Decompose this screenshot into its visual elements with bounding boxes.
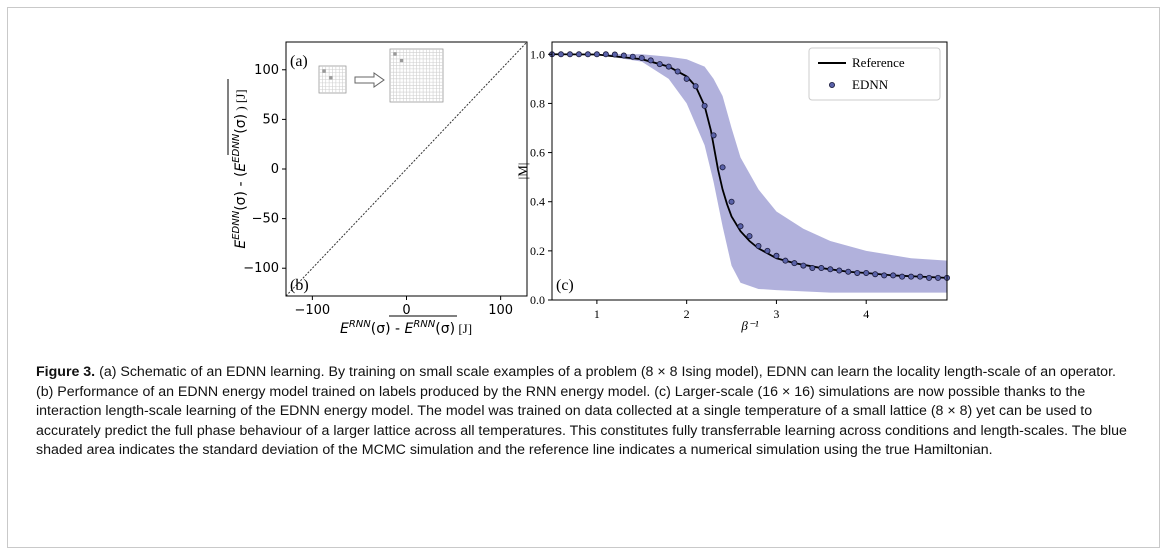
ednn-point (854, 269, 861, 276)
ednn-point (872, 271, 879, 278)
panel-b-ytick-label: −50 (252, 212, 279, 227)
inset-large-lattice (389, 48, 444, 103)
legend-reference-label: Reference (852, 55, 905, 70)
ednn-point (602, 51, 609, 58)
panel-c-xlabel: β⁻¹ (740, 318, 758, 333)
ednn-point (638, 54, 645, 61)
panel-c-plot (549, 51, 951, 293)
reference-line (551, 53, 948, 279)
ednn-point (683, 75, 690, 82)
panel-c-axes-frame (551, 41, 948, 301)
panel-c-xtick-label: 1 (594, 307, 600, 321)
legend-box (808, 47, 941, 101)
ednn-point (557, 51, 564, 58)
ednn-point (881, 272, 888, 279)
ednn-point (935, 274, 942, 281)
inset-small-spin (329, 76, 333, 80)
ednn-point (863, 269, 870, 276)
panel-label-a: (a) (290, 53, 308, 70)
ednn-point (899, 273, 906, 280)
panel-c-ytick-label: 1.0 (530, 47, 545, 61)
ednn-point (827, 266, 834, 273)
ednn-point (764, 247, 771, 254)
panel-b-xtick-label: 100 (488, 303, 513, 318)
caption-label: Figure 3. (36, 364, 96, 380)
ednn-point (665, 63, 672, 70)
ednn-point (647, 57, 654, 64)
panel-b-ylabel-group: EEDNN(σ) - (EEDNN(σ) ) [J] (227, 79, 249, 249)
ednn-point (782, 257, 789, 264)
ednn-point (629, 53, 636, 60)
ednn-point (908, 273, 915, 280)
ednn-point (917, 273, 924, 280)
panel-b-ytick-label: 0 (271, 162, 279, 177)
panel-c-ytick-label: 0.8 (530, 96, 545, 110)
legend-ednn-label: EDNN (852, 77, 889, 92)
figure-canvas: −100 0 100 −100 −50 0 50 100 (a) (b) ERNN(σ) - … (227, 41, 951, 337)
figure-frame (7, 7, 1160, 548)
panel-b-ytick-label: 100 (254, 63, 279, 78)
panel-c-ytick-label: 0.2 (530, 244, 545, 258)
panel-c-ytick-label: 0.4 (530, 195, 545, 209)
ednn-point (737, 223, 744, 230)
ednn-point (719, 164, 726, 171)
caption-text: (a) Schematic of an EDNN learning. By tr… (36, 364, 1127, 459)
panel-b: −100 0 100 −100 −50 0 50 100 (a) (b) ERNN(σ) - … (227, 41, 528, 337)
ednn-point (728, 198, 735, 205)
ednn-point (584, 51, 591, 58)
ednn-point (800, 262, 807, 269)
panel-c-xtick-label: 3 (773, 307, 779, 321)
ednn-point (701, 102, 708, 109)
panel-c-ylabel-group: |M| (515, 163, 530, 180)
panel-b-ylabel: EEDNN(σ) - (EEDNN(σ) ) [J] (231, 89, 249, 248)
ednn-point (692, 83, 699, 90)
panel-c-ticks: 1 2 3 4 0.0 0.2 0.4 0.6 0.8 1.0 (530, 47, 869, 321)
ednn-point (611, 51, 618, 58)
panel-c: 1 2 3 4 0.0 0.2 0.4 0.6 0.8 1.0 (c) Reference EDN… (515, 41, 951, 333)
panel-b-axes-frame (285, 41, 528, 297)
panel-b-xtick-label: 0 (402, 303, 410, 318)
panel-c-ytick-label: 0.6 (530, 146, 545, 160)
ednn-point (674, 68, 681, 75)
ednn-point (656, 61, 663, 68)
ednn-point (575, 51, 582, 58)
panel-b-plot (285, 41, 528, 297)
ednn-point (620, 52, 627, 59)
panel-b-xlabel: ERNN(σ) - ERNN(σ) [J] (340, 319, 472, 337)
ednn-point (755, 242, 762, 249)
ednn-point (890, 272, 897, 279)
ednn-point (809, 265, 816, 272)
ednn-point (791, 260, 798, 267)
inset-large-spin (399, 58, 404, 63)
ednn-point (836, 267, 843, 274)
panel-c-xtick-label: 4 (863, 307, 869, 321)
panel-b-ytick-label: −100 (243, 261, 279, 276)
panel-c-ytick-label: 0.0 (530, 293, 545, 307)
panel-c-ylabel: |M| (515, 163, 530, 180)
inset-arrow (354, 72, 385, 88)
ednn-point (710, 132, 717, 139)
panel-c-xtick-label: 2 (684, 307, 690, 321)
ednn-point (818, 265, 825, 272)
ednn-point (566, 51, 573, 58)
legend-ednn-marker (829, 82, 836, 89)
panel-label-b: (b) (290, 277, 309, 294)
schematic-inset (318, 48, 444, 103)
ednn-point (746, 233, 753, 240)
panel-b-ticks: −100 0 100 −100 −50 0 50 100 (243, 63, 513, 318)
inset-small-spin (322, 69, 326, 73)
panel-b-ytick-label: 50 (262, 112, 279, 127)
ednn-point (926, 274, 933, 281)
panel-c-legend: Reference EDNN (808, 47, 941, 101)
panel-b-xtick-label: −100 (295, 303, 331, 318)
figure-caption: Figure 3. (a) Schematic of an EDNN learn… (36, 363, 1136, 461)
ednn-point (845, 268, 852, 275)
parity-line (285, 41, 528, 297)
ednn-point (773, 252, 780, 259)
std-band (552, 54, 947, 293)
panel-label-c: (c) (556, 277, 574, 294)
ednn-point (593, 51, 600, 58)
inset-large-spin (393, 52, 397, 56)
